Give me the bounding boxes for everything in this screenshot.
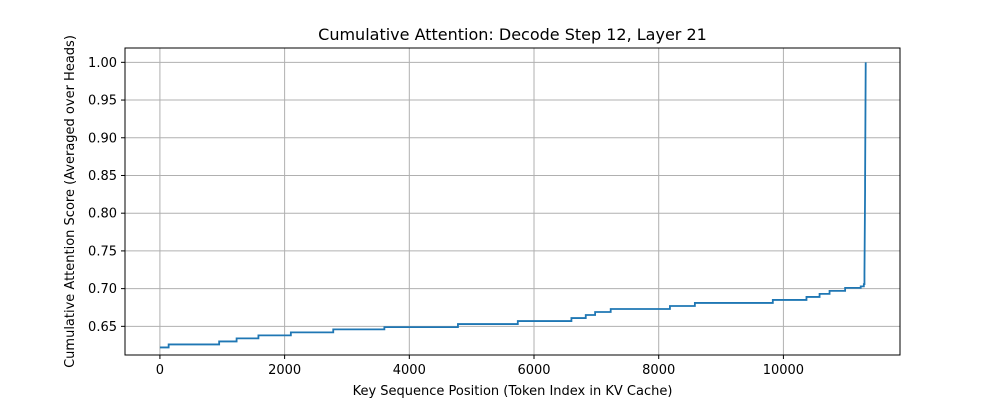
x-tick-label: 6000 (517, 363, 550, 378)
series-line (159, 62, 867, 349)
y-tick-label: 0.95 (88, 94, 117, 109)
y-tick-label: 0.90 (88, 131, 117, 146)
y-tick-label: 1.00 (88, 56, 117, 71)
x-tick-label: 4000 (393, 363, 426, 378)
grid (125, 48, 900, 355)
ticks: 0 2000 4000 6000 8000 10000 0.65 0.70 0.75 0.80 0.… (88, 56, 804, 378)
x-tick-label: 2000 (268, 363, 301, 378)
x-axis-label: Key Sequence Position (Token Index in KV… (353, 384, 673, 399)
chart-title: Cumulative Attention: Decode Step 12, La… (318, 25, 707, 44)
y-tick-label: 0.70 (88, 282, 117, 297)
y-tick-label: 0.80 (88, 207, 117, 222)
series-layer (159, 62, 867, 349)
plot-frame (124, 47, 901, 356)
y-tick-label: 0.65 (88, 320, 117, 335)
y-tick-label: 0.85 (88, 169, 117, 184)
x-tick-label: 8000 (642, 363, 675, 378)
y-tick-label: 0.75 (88, 244, 117, 259)
x-tick-label: 10000 (763, 363, 804, 378)
x-tick-label: 0 (156, 363, 164, 378)
y-axis-label: Cumulative Attention Score (Averaged ove… (63, 35, 78, 368)
